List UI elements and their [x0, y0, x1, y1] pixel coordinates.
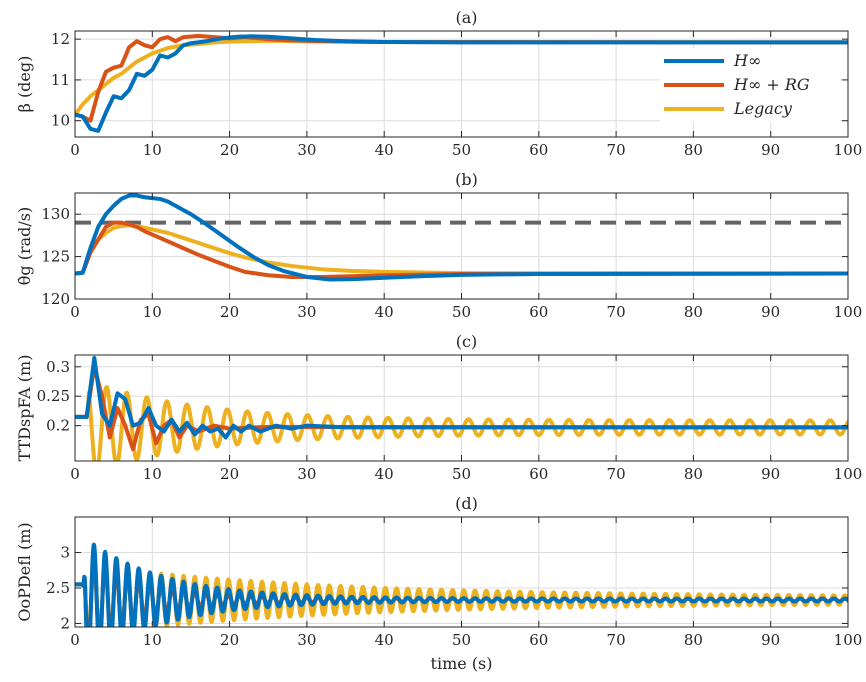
panel-d-xtick-label-3: 30	[297, 631, 316, 649]
panel-c-series-2	[75, 385, 848, 461]
panel-c-xtick-label-6: 60	[529, 465, 548, 483]
panel-d-ylabel: OoPDefl (m)	[15, 522, 34, 621]
panel-d-ytick-label-0: 2	[60, 614, 70, 632]
panel-b-xtick-label-2: 20	[220, 303, 239, 321]
panel-d-xtick-label-0: 0	[70, 631, 80, 649]
panel-b-subtitle: (b)	[455, 170, 478, 189]
panel-a-xtick-label-8: 80	[684, 141, 703, 159]
panel-c-xtick-label-0: 0	[70, 465, 80, 483]
panel-d-series-0	[75, 542, 848, 627]
panel-d-subtitle: (d)	[455, 494, 478, 513]
panel-c-xtick-label-9: 90	[761, 465, 780, 483]
panel-c-xtick-label-10: 100	[834, 465, 863, 483]
panel-c-xtick-label-2: 20	[220, 465, 239, 483]
panel-c-xtick-label-7: 70	[607, 465, 626, 483]
panel-b-series-2	[75, 223, 848, 276]
panel-c-ytick-label-2: 0.3	[46, 358, 70, 376]
panel-a-xtick-label-10: 100	[834, 141, 863, 159]
panel-b-xtick-label-6: 60	[529, 303, 548, 321]
panel-d-xtick-label-8: 80	[684, 631, 703, 649]
panel-b-xtick-label-5: 50	[452, 303, 471, 321]
panel-b-xtick-label-8: 80	[684, 303, 703, 321]
panel-d: 0 10 20 30 40 50 60 70 80 90 100 2 2.5 3 (d) OoPDefl (m…	[15, 494, 862, 673]
panel-a-xtick-label-9: 90	[761, 141, 780, 159]
panel-c-xtick-label-1: 10	[143, 465, 162, 483]
panel-d-ytick-label-1: 2.5	[46, 579, 70, 597]
panel-c-ytick-label-1: 0.25	[37, 387, 70, 405]
panel-c-xtick-label-4: 40	[375, 465, 394, 483]
legend: H∞ H∞ + RG Legacy	[660, 48, 840, 122]
panel-b-ytick-label-0: 120	[41, 290, 70, 308]
panel-c-series-0	[75, 355, 848, 440]
panel-b-xtick-label-4: 40	[375, 303, 394, 321]
panel-a-xtick-label-4: 40	[375, 141, 394, 159]
panel-b-xtick-label-3: 30	[297, 303, 316, 321]
panel-d-xtick-label-7: 70	[607, 631, 626, 649]
panel-a-xtick-label-3: 30	[297, 141, 316, 159]
panel-b-xtick-label-0: 0	[70, 303, 80, 321]
panel-b-xtick-label-1: 10	[143, 303, 162, 321]
legend-label-2: Legacy	[733, 99, 793, 118]
legend-label-0: H∞	[733, 51, 761, 70]
panel-d-xtick-label-10: 100	[834, 631, 863, 649]
panel-a-xtick-label-7: 70	[607, 141, 626, 159]
panel-a-subtitle: (a)	[455, 8, 477, 27]
panel-c: 0 10 20 30 40 50 60 70 80 90 100 0.2 0.25 0.3 (c) TTDsp…	[15, 332, 862, 483]
panel-a-series-1	[75, 33, 848, 123]
panel-c-xtick-label-5: 50	[452, 465, 471, 483]
panel-a-xtick-label-2: 20	[220, 141, 239, 159]
panel-a-ytick-label-0: 10	[51, 112, 70, 130]
panel-b-ytick-label-2: 130	[41, 205, 70, 223]
panel-d-xtick-label-6: 60	[529, 631, 548, 649]
panel-c-subtitle: (c)	[456, 332, 477, 351]
panel-c-xtick-label-3: 30	[297, 465, 316, 483]
panel-b-series-0	[75, 193, 848, 282]
panel-a-ylabel: β (deg)	[15, 56, 34, 113]
panel-b-ylabel: θ̇g (rad/s)	[15, 207, 34, 285]
panel-c-ytick-label-0: 0.2	[46, 417, 70, 435]
panel-a-ytick-label-1: 11	[51, 71, 70, 89]
panel-d-xtick-label-5: 50	[452, 631, 471, 649]
panel-b-ytick-label-1: 125	[41, 248, 70, 266]
legend-label-1: H∞ + RG	[733, 75, 810, 94]
panel-d-xtick-label-2: 20	[220, 631, 239, 649]
panel-d-xtick-label-1: 10	[143, 631, 162, 649]
panel-b: 0 10 20 30 40 50 60 70 80 90 100 120 125 130 (b) θ̇g (r…	[15, 170, 862, 321]
panel-a-xtick-label-6: 60	[529, 141, 548, 159]
panel-a-series-0	[75, 34, 848, 133]
panel-d-xtick-label-9: 90	[761, 631, 780, 649]
panel-c-xtick-label-8: 80	[684, 465, 703, 483]
panel-b-xtick-label-9: 90	[761, 303, 780, 321]
panel-a-xtick-label-0: 0	[70, 141, 80, 159]
panel-a-xtick-label-5: 50	[452, 141, 471, 159]
panel-b-xtick-label-10: 100	[834, 303, 863, 321]
panel-a-xtick-label-1: 10	[143, 141, 162, 159]
panel-d-xtick-label-4: 40	[375, 631, 394, 649]
panel-a-ytick-label-2: 12	[51, 30, 70, 48]
panel-b-xtick-label-7: 70	[607, 303, 626, 321]
panel-d-xlabel: time (s)	[431, 654, 493, 673]
panel-c-series-1	[75, 364, 848, 452]
panel-c-ylabel: TTDspFA (m)	[15, 355, 34, 462]
panel-d-ytick-label-2: 3	[60, 543, 70, 561]
